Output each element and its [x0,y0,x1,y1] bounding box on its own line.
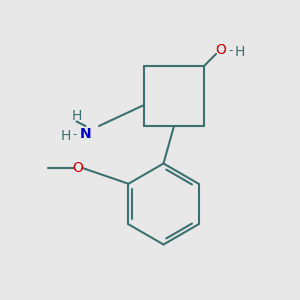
Text: N: N [80,127,91,140]
Text: H: H [71,109,82,122]
Text: O: O [215,43,226,56]
Text: -: - [73,128,77,142]
Text: H: H [61,129,71,142]
Text: O: O [73,161,83,175]
Text: H: H [235,45,245,59]
Text: -: - [229,44,233,58]
